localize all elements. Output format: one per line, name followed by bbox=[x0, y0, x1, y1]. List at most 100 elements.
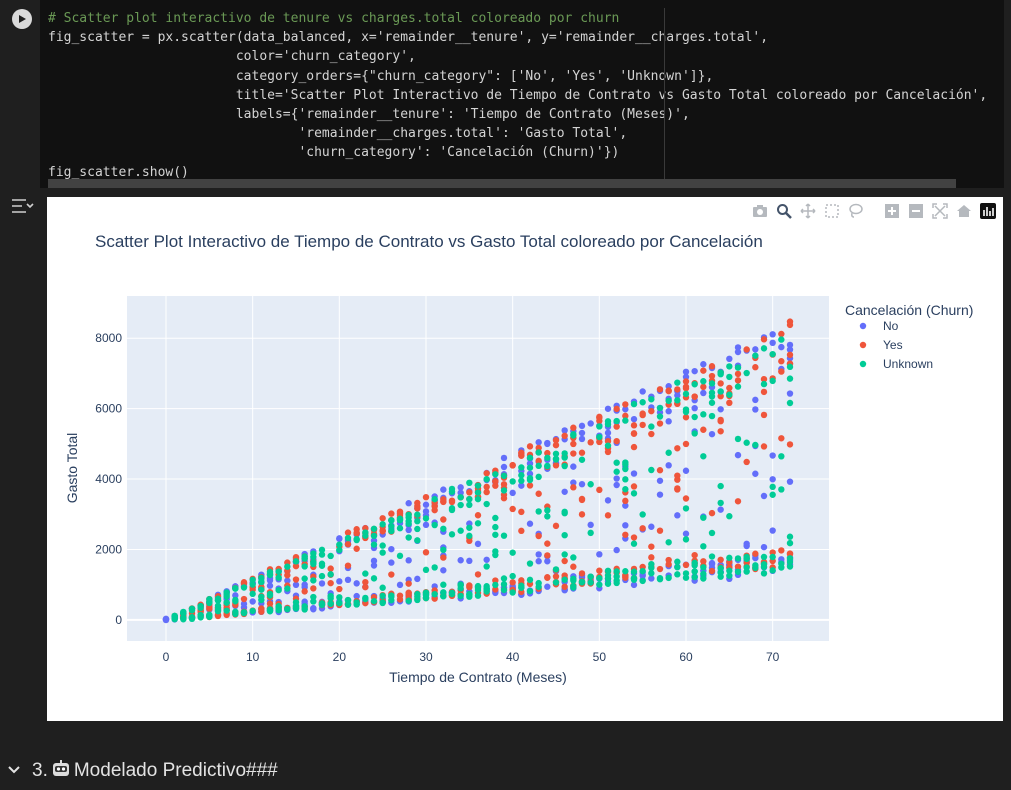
data-point[interactable] bbox=[630, 415, 638, 423]
data-point[interactable] bbox=[778, 330, 785, 338]
data-point[interactable] bbox=[535, 508, 542, 515]
data-point[interactable] bbox=[344, 541, 352, 548]
data-point[interactable] bbox=[726, 399, 733, 407]
data-point[interactable] bbox=[760, 570, 768, 577]
data-point[interactable] bbox=[466, 590, 473, 598]
data-point[interactable] bbox=[500, 586, 508, 594]
data-point[interactable] bbox=[448, 506, 456, 514]
data-point[interactable] bbox=[630, 534, 638, 541]
data-point[interactable] bbox=[388, 597, 395, 604]
zoom-icon[interactable] bbox=[775, 202, 793, 220]
data-point[interactable] bbox=[622, 486, 629, 493]
data-point[interactable] bbox=[778, 453, 785, 460]
data-point[interactable] bbox=[431, 521, 438, 529]
data-point[interactable] bbox=[752, 352, 759, 359]
data-point[interactable] bbox=[544, 583, 551, 590]
data-point[interactable] bbox=[370, 541, 378, 548]
data-point[interactable] bbox=[760, 443, 768, 450]
data-point[interactable] bbox=[509, 478, 516, 485]
data-point[interactable] bbox=[509, 579, 516, 586]
data-point[interactable] bbox=[362, 578, 369, 586]
data-point[interactable] bbox=[700, 411, 707, 418]
data-point[interactable] bbox=[613, 405, 620, 413]
data-point[interactable] bbox=[362, 532, 369, 539]
data-point[interactable] bbox=[674, 571, 681, 578]
data-point[interactable] bbox=[622, 573, 629, 580]
data-point[interactable] bbox=[613, 417, 620, 425]
data-point[interactable] bbox=[570, 440, 577, 448]
data-point[interactable] bbox=[414, 505, 421, 512]
data-point[interactable] bbox=[379, 584, 386, 591]
autoscale-icon[interactable] bbox=[931, 202, 949, 220]
data-point[interactable] bbox=[431, 502, 438, 510]
data-point[interactable] bbox=[448, 590, 456, 598]
data-point[interactable] bbox=[786, 441, 794, 448]
data-point[interactable] bbox=[544, 439, 551, 447]
zoom-out-icon[interactable] bbox=[907, 202, 925, 220]
data-point[interactable] bbox=[405, 589, 412, 597]
data-point[interactable] bbox=[405, 500, 412, 507]
data-point[interactable] bbox=[466, 524, 473, 531]
data-point[interactable] bbox=[708, 529, 716, 537]
data-point[interactable] bbox=[717, 556, 724, 563]
data-point[interactable] bbox=[786, 390, 794, 397]
data-point[interactable] bbox=[414, 575, 421, 583]
data-point[interactable] bbox=[492, 586, 499, 593]
data-point[interactable] bbox=[786, 346, 794, 353]
data-point[interactable] bbox=[552, 522, 560, 530]
data-point[interactable] bbox=[414, 511, 421, 518]
data-point[interactable] bbox=[266, 606, 274, 613]
data-point[interactable] bbox=[700, 383, 707, 391]
data-point[interactable] bbox=[769, 339, 776, 347]
data-point[interactable] bbox=[431, 590, 438, 598]
data-point[interactable] bbox=[258, 574, 265, 582]
data-point[interactable] bbox=[483, 475, 490, 483]
data-point[interactable] bbox=[353, 535, 360, 543]
data-point[interactable] bbox=[726, 572, 733, 579]
data-point[interactable] bbox=[310, 605, 317, 612]
data-point[interactable] bbox=[457, 527, 464, 534]
data-point[interactable] bbox=[717, 380, 724, 387]
camera-icon[interactable] bbox=[751, 202, 769, 220]
section-header[interactable]: 3. Modelado Predictivo### bbox=[0, 750, 1011, 790]
data-point[interactable] bbox=[284, 605, 291, 613]
data-point[interactable] bbox=[587, 481, 594, 488]
data-point[interactable] bbox=[700, 426, 707, 433]
data-point[interactable] bbox=[596, 551, 603, 558]
data-point[interactable] bbox=[743, 346, 750, 353]
data-point[interactable] bbox=[422, 566, 430, 574]
data-point[interactable] bbox=[622, 531, 629, 538]
data-point[interactable] bbox=[240, 609, 248, 617]
data-point[interactable] bbox=[691, 381, 698, 388]
run-cell-button[interactable] bbox=[12, 9, 32, 29]
data-point[interactable] bbox=[509, 461, 516, 469]
data-point[interactable] bbox=[596, 423, 603, 430]
data-point[interactable] bbox=[223, 593, 230, 600]
data-point[interactable] bbox=[630, 430, 638, 437]
data-point[interactable] bbox=[353, 529, 360, 537]
data-point[interactable] bbox=[457, 592, 464, 600]
data-point[interactable] bbox=[630, 540, 638, 547]
data-point[interactable] bbox=[414, 537, 421, 544]
data-point[interactable] bbox=[630, 470, 638, 477]
legend-item-unknown[interactable]: Unknown bbox=[859, 357, 933, 371]
data-point[interactable] bbox=[414, 590, 421, 598]
data-point[interactable] bbox=[578, 429, 586, 437]
data-point[interactable] bbox=[786, 533, 794, 540]
data-point[interactable] bbox=[630, 400, 638, 408]
data-point[interactable] bbox=[622, 459, 629, 466]
data-point[interactable] bbox=[561, 450, 568, 457]
data-point[interactable] bbox=[561, 432, 568, 440]
data-point[interactable] bbox=[786, 563, 794, 570]
data-point[interactable] bbox=[535, 449, 542, 456]
data-point[interactable] bbox=[431, 595, 438, 602]
data-point[interactable] bbox=[362, 594, 369, 602]
data-point[interactable] bbox=[604, 567, 612, 575]
data-point[interactable] bbox=[700, 570, 707, 578]
data-point[interactable] bbox=[674, 512, 681, 519]
data-point[interactable] bbox=[440, 498, 447, 505]
scatter-chart[interactable]: Scatter Plot Interactivo de Tiempo de Co… bbox=[47, 197, 1003, 721]
data-point[interactable] bbox=[682, 495, 690, 502]
data-point[interactable] bbox=[275, 603, 282, 610]
data-point[interactable] bbox=[362, 570, 369, 577]
